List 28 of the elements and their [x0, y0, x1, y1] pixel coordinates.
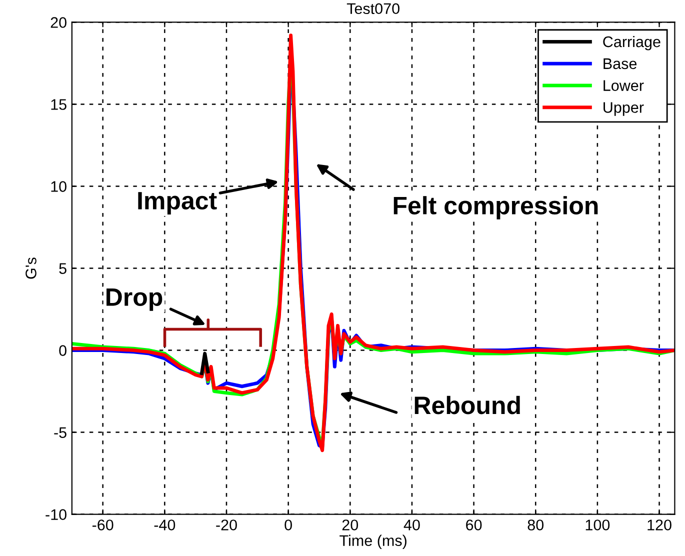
y-tick-label: -10	[46, 509, 66, 520]
x-tick-label: 100	[586, 520, 610, 530]
annotation: Rebound	[414, 396, 520, 414]
x-tick-label: 40	[404, 520, 420, 530]
annotation: Felt compression	[394, 196, 598, 220]
y-tick-label: 20	[50, 17, 66, 28]
y-tick-label: 5	[59, 263, 66, 274]
y-tick-label: 10	[51, 181, 66, 192]
y-tick-label: -5	[54, 427, 66, 438]
legend-label: Base	[604, 58, 637, 70]
x-tick-label: 80	[528, 520, 544, 530]
y-axis-title: G's	[26, 258, 36, 279]
legend-label: Carriage	[603, 36, 660, 50]
legend-label: Lower	[604, 80, 644, 91]
x-tick-label: -40	[154, 520, 176, 530]
x-tick-label: 120	[648, 520, 672, 530]
chart-title: Test070	[346, 3, 400, 14]
x-tick-label: 20	[342, 520, 358, 530]
legend-label: Upper	[604, 102, 644, 116]
x-tick-label: -20	[216, 520, 237, 530]
x-tick-label: 60	[466, 520, 482, 530]
x-tick-label: 0	[284, 520, 292, 530]
y-tick-label: 15	[51, 99, 66, 110]
annotation: Impact	[138, 192, 217, 214]
annotation: Drop	[106, 288, 162, 311]
x-axis-title: Time (ms)	[340, 534, 406, 550]
x-tick-label: -60	[92, 520, 114, 530]
y-tick-label: 0	[59, 345, 66, 356]
